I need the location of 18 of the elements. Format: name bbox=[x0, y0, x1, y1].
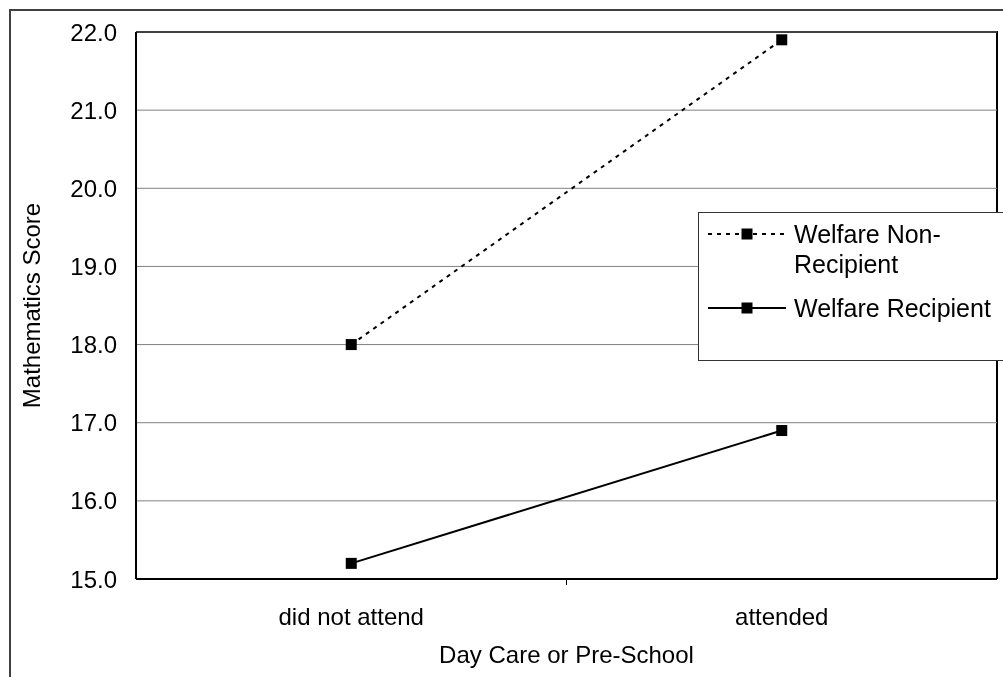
y-tick-label: 18.0 bbox=[70, 331, 117, 359]
x-axis-title: Day Care or Pre-School bbox=[439, 641, 694, 668]
y-tick-label: 21.0 bbox=[70, 96, 117, 124]
point bbox=[776, 34, 788, 46]
y-axis-title: Mathematics Score bbox=[17, 202, 45, 409]
point bbox=[776, 425, 788, 437]
y-tick-label: 15.0 bbox=[70, 565, 117, 593]
y-tick-label: 17.0 bbox=[70, 409, 117, 437]
point bbox=[345, 339, 357, 351]
legend-label: Welfare Non-Recipient bbox=[794, 219, 942, 279]
y-tick-label: 20.0 bbox=[70, 174, 117, 202]
point bbox=[345, 557, 357, 569]
y-tick-label: 16.0 bbox=[70, 487, 117, 515]
x-tick-label: did not attend bbox=[278, 603, 424, 631]
x-tick-label: attended bbox=[735, 603, 829, 631]
legend-label: Welfare Recipient bbox=[794, 293, 992, 323]
y-tick-label: 22.0 bbox=[70, 18, 117, 46]
y-tick-label: 19.0 bbox=[70, 252, 117, 280]
